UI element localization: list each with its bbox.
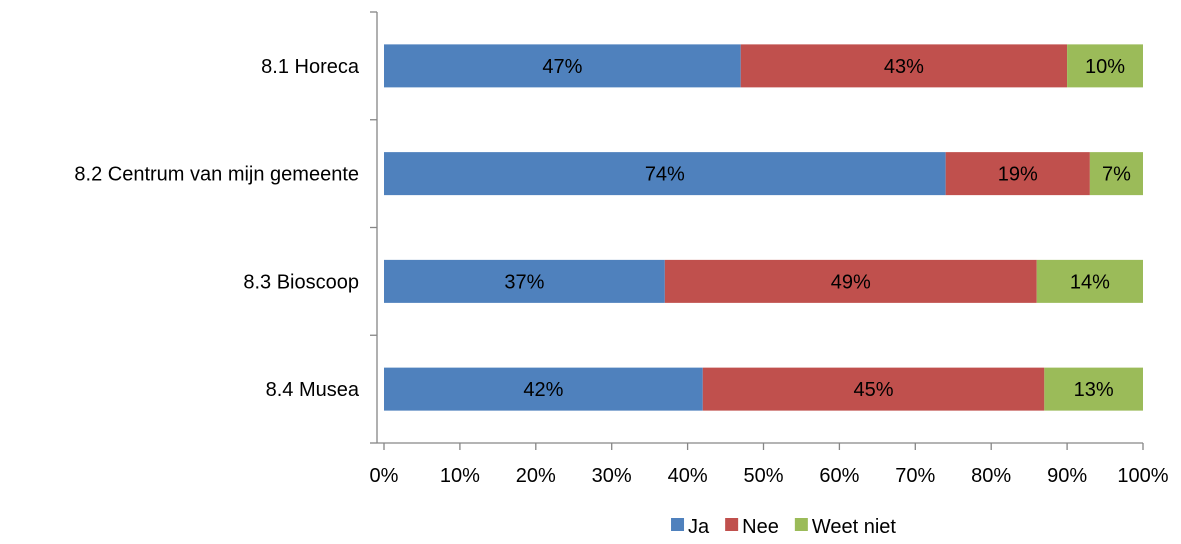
x-tick-label: 20% [516, 465, 556, 487]
axes-group [370, 11, 1144, 450]
data-label: 49% [831, 271, 871, 293]
category-label: 8.3 Bioscoop [243, 271, 359, 293]
data-label: 14% [1070, 271, 1110, 293]
x-tick-label: 0% [370, 465, 399, 487]
data-label: 74% [645, 164, 685, 186]
data-label: 10% [1085, 56, 1125, 78]
bars-group: 47% 43% 10% 74% 19% 7% 37% 49% 14% 42% 45% 13% [384, 44, 1143, 411]
x-tick-label: 90% [1047, 465, 1087, 487]
data-label: 47% [542, 56, 582, 78]
bar-ja-4 [384, 367, 703, 411]
data-label: 7% [1102, 164, 1131, 186]
data-label: 45% [854, 379, 894, 401]
x-tick-label: 100% [1117, 465, 1168, 487]
bar-ja-1 [384, 44, 741, 88]
bar-ja-2 [384, 152, 946, 196]
legend-label-weet-niet: Weet niet [812, 516, 897, 538]
bar-weet-niet-3 [1036, 259, 1143, 303]
data-label: 43% [884, 56, 924, 78]
legend-swatch-ja [671, 518, 685, 531]
data-label: 37% [504, 271, 544, 293]
bar-ja-3 [384, 259, 665, 303]
legend-label-nee: Nee [742, 516, 779, 538]
bar-weet-niet-1 [1067, 44, 1143, 88]
legend: Ja Nee Weet niet [671, 516, 896, 538]
x-tick-label: 50% [743, 465, 783, 487]
legend-swatch-nee [725, 518, 739, 531]
bar-nee-4 [702, 367, 1045, 411]
x-tick-labels: 0% 10% 20% 30% 40% 50% 60% 70% 80% 90% 100% [370, 465, 1169, 487]
x-tick-label: 80% [971, 465, 1011, 487]
bar-weet-niet-4 [1044, 367, 1143, 411]
x-tick-label: 60% [819, 465, 859, 487]
data-label: 13% [1074, 379, 1114, 401]
category-labels: 8.1 Horeca 8.2 Centrum van mijn gemeente 8… [74, 56, 359, 401]
x-tick-label: 40% [668, 465, 708, 487]
category-label: 8.2 Centrum van mijn gemeente [74, 164, 359, 186]
data-label: 42% [523, 379, 563, 401]
category-label: 8.1 Horeca [261, 56, 360, 78]
legend-label-ja: Ja [688, 516, 710, 538]
bar-nee-1 [740, 44, 1068, 88]
legend-swatch-weet-niet [794, 518, 808, 531]
bar-nee-3 [664, 259, 1037, 303]
data-label: 19% [998, 164, 1038, 186]
x-tick-label: 30% [592, 465, 632, 487]
category-label: 8.4 Musea [266, 379, 360, 401]
bar-weet-niet-2 [1089, 152, 1143, 196]
x-tick-label: 70% [895, 465, 935, 487]
bar-nee-2 [945, 152, 1090, 196]
x-tick-label: 10% [440, 465, 480, 487]
